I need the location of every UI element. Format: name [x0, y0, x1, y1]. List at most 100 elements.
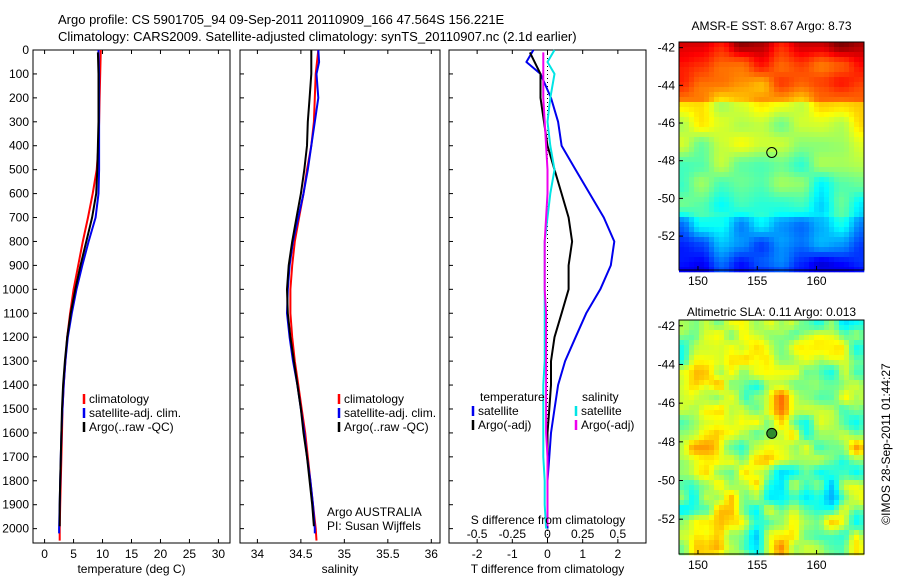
heatmap-cell	[734, 237, 740, 243]
heatmap-cell	[719, 237, 725, 243]
y-tick-label: 1200	[2, 330, 29, 344]
heatmap-cell	[729, 137, 735, 143]
heatmap-cell	[854, 167, 860, 173]
heatmap-cell	[844, 47, 850, 53]
heatmap-cell	[784, 445, 790, 451]
heatmap-cell	[744, 380, 750, 386]
heatmap-cell	[839, 515, 845, 521]
heatmap-cell	[754, 222, 760, 228]
heatmap-cell	[819, 232, 825, 238]
heatmap-cell	[854, 112, 860, 118]
heatmap-cell	[704, 247, 710, 253]
heatmap-cell	[849, 147, 855, 153]
heatmap-cell	[744, 142, 750, 148]
heatmap-cell	[684, 107, 690, 113]
heatmap-cell	[694, 430, 700, 436]
heatmap-cell	[699, 247, 705, 253]
heatmap-cell	[759, 340, 765, 346]
heatmap-cell	[744, 545, 750, 551]
heatmap-cell	[834, 182, 840, 188]
heatmap-cell	[799, 490, 805, 496]
heatmap-cell	[809, 52, 815, 58]
heatmap-cell	[779, 370, 785, 376]
heatmap-cell	[859, 355, 865, 361]
heatmap-cell	[709, 167, 715, 173]
heatmap-cell	[754, 57, 760, 63]
heatmap-cell	[824, 132, 830, 138]
heatmap-cell	[774, 247, 780, 253]
heatmap-cell	[829, 440, 835, 446]
heatmap-cell	[689, 262, 695, 268]
x-tick-label: 34.5	[289, 547, 313, 561]
heatmap-cell	[819, 117, 825, 123]
heatmap-cell	[764, 380, 770, 386]
x2-tick-label: -0.25	[499, 527, 527, 541]
heatmap-cell	[679, 157, 685, 163]
heatmap-cell	[824, 540, 830, 546]
heatmap-cell	[754, 217, 760, 223]
x-tick-label: 30	[212, 547, 226, 561]
heatmap-cell	[859, 227, 865, 233]
heatmap-cell	[844, 167, 850, 173]
heatmap-cell	[854, 490, 860, 496]
heatmap-cell	[684, 97, 690, 103]
heatmap-cell	[729, 415, 735, 421]
heatmap-cell	[684, 440, 690, 446]
heatmap-cell	[814, 167, 820, 173]
heatmap-cell	[769, 480, 775, 486]
heatmap-cell	[774, 62, 780, 68]
heatmap-cell	[679, 137, 685, 143]
heatmap-cell	[854, 350, 860, 356]
heatmap-cell	[744, 410, 750, 416]
heatmap-cell	[859, 350, 865, 356]
heatmap-cell	[844, 192, 850, 198]
legend-label: Argo(-adj)	[581, 418, 634, 432]
heatmap-cell	[714, 202, 720, 208]
x-tick-label: -1	[507, 547, 518, 561]
heatmap-cell	[704, 67, 710, 73]
heatmap-cell	[774, 405, 780, 411]
heatmap-cell	[694, 217, 700, 223]
heatmap-cell	[809, 222, 815, 228]
heatmap-cell	[679, 435, 685, 441]
heatmap-cell	[839, 172, 845, 178]
heatmap-cell	[844, 172, 850, 178]
heatmap-cell	[794, 365, 800, 371]
heatmap-cell	[854, 107, 860, 113]
heatmap-cell	[759, 480, 765, 486]
heatmap-cell	[819, 262, 825, 268]
heatmap-cell	[709, 445, 715, 451]
heatmap-cell	[744, 192, 750, 198]
heatmap-cell	[829, 455, 835, 461]
heatmap-cell	[854, 67, 860, 73]
heatmap-cell	[724, 237, 730, 243]
heatmap-cell	[789, 480, 795, 486]
heatmap-cell	[789, 92, 795, 98]
heatmap-cell	[769, 52, 775, 58]
heatmap-cell	[719, 212, 725, 218]
heatmap-cell	[849, 545, 855, 551]
heatmap-cell	[839, 132, 845, 138]
heatmap-cell	[704, 410, 710, 416]
heatmap-cell	[684, 485, 690, 491]
heatmap-cell	[799, 380, 805, 386]
heatmap-cell	[684, 490, 690, 496]
heatmap-cell	[734, 102, 740, 108]
heatmap-cell	[774, 535, 780, 541]
heatmap-cell	[734, 52, 740, 58]
heatmap-cell	[749, 97, 755, 103]
heatmap-cell	[764, 187, 770, 193]
heatmap-cell	[694, 325, 700, 331]
heatmap-cell	[859, 97, 865, 103]
heatmap-cell	[719, 390, 725, 396]
heatmap-cell	[854, 247, 860, 253]
heatmap-cell	[759, 495, 765, 501]
heatmap-cell	[824, 515, 830, 521]
heatmap-cell	[699, 435, 705, 441]
heatmap-cell	[774, 137, 780, 143]
heatmap-cell	[764, 262, 770, 268]
heatmap-cell	[684, 57, 690, 63]
heatmap-cell	[854, 430, 860, 436]
heatmap-cell	[784, 242, 790, 248]
y-tick-label: -46	[658, 396, 676, 410]
